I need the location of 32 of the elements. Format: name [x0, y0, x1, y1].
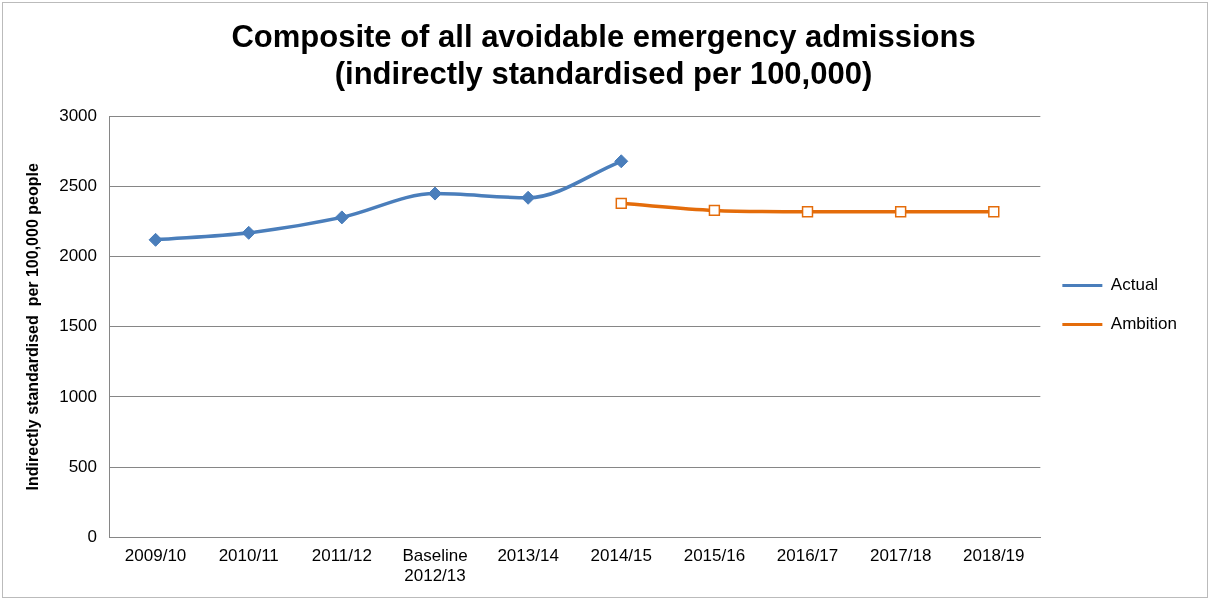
x-tick-label: 2018/19	[963, 546, 1025, 566]
point	[614, 154, 629, 169]
point	[708, 204, 721, 217]
point	[521, 190, 536, 205]
y-axis-title: Indirectly standardised per 100,000 people	[24, 163, 42, 491]
y-tick-label: 2000	[59, 246, 98, 266]
x-tick-label: 2013/14	[497, 546, 559, 566]
chart-title: Composite of all avoidable emergency admissions (indirectly standardised per 100,000)	[231, 19, 976, 92]
point	[615, 197, 627, 210]
y-tick-label: 0	[87, 526, 98, 546]
y-tick-label: 500	[68, 456, 98, 476]
point	[427, 186, 442, 201]
point	[148, 232, 163, 247]
x-tick-label: 2016/17	[776, 546, 839, 566]
point	[801, 206, 814, 218]
x-tick-label: 2010/11	[218, 546, 279, 566]
y-tick-label: 2500	[59, 176, 98, 196]
x-tick-label: Baseline 2012/13	[402, 546, 468, 586]
x-tick-label: 2015/16	[683, 546, 746, 566]
point	[241, 225, 256, 240]
legend-label: Actual	[1110, 275, 1159, 295]
y-tick-label: 3000	[59, 106, 98, 126]
point	[334, 210, 349, 225]
y-tick-label: 1500	[59, 316, 98, 336]
point	[988, 206, 1000, 218]
legend-label: Ambition	[1110, 314, 1177, 334]
y-tick-label: 1000	[59, 386, 98, 406]
point	[894, 206, 907, 218]
x-tick-label: 2011/12	[311, 546, 372, 566]
x-tick-label: 2009/10	[124, 546, 187, 566]
x-tick-label: 2017/18	[869, 546, 932, 566]
x-tick-label: 2014/15	[590, 546, 652, 566]
